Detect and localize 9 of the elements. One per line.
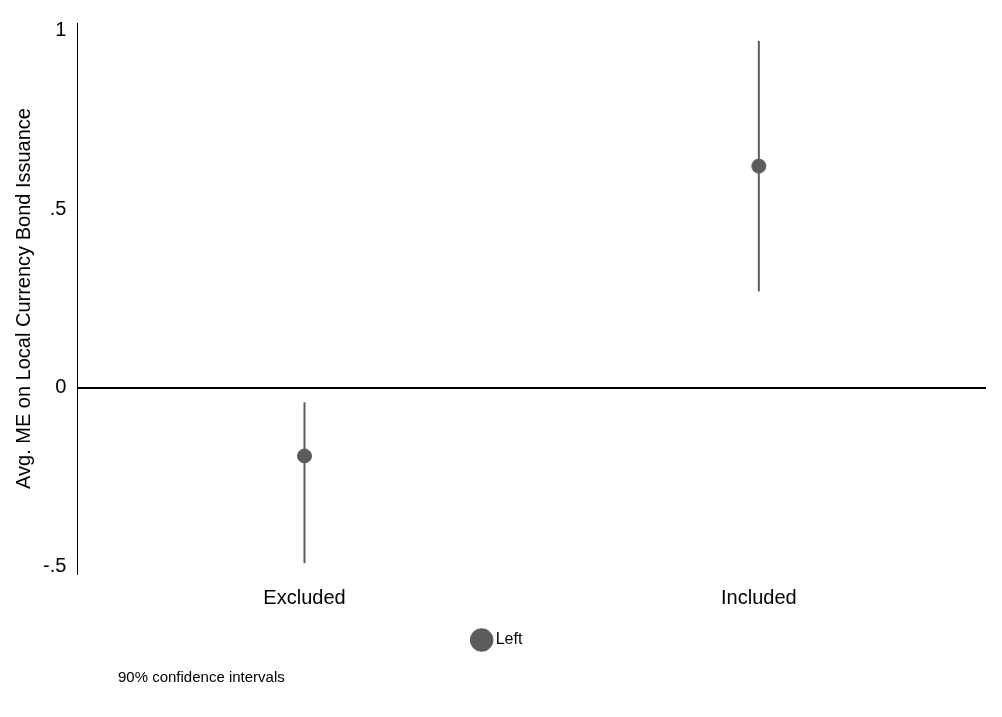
text: 90% confidence intervals [118, 668, 286, 685]
x-tick-label: Included [721, 585, 797, 608]
x-tick-label: Excluded [263, 585, 346, 608]
y-axis-title: Avg. ME on Local Currency Bond Issuance [11, 108, 34, 489]
legend-label: Left [495, 630, 523, 648]
y-tick-label: -.5 [43, 554, 67, 577]
y-tick-label: .5 [49, 196, 67, 219]
y-tick-label: 0 [55, 375, 67, 398]
y-tick-label: 1 [55, 17, 67, 40]
